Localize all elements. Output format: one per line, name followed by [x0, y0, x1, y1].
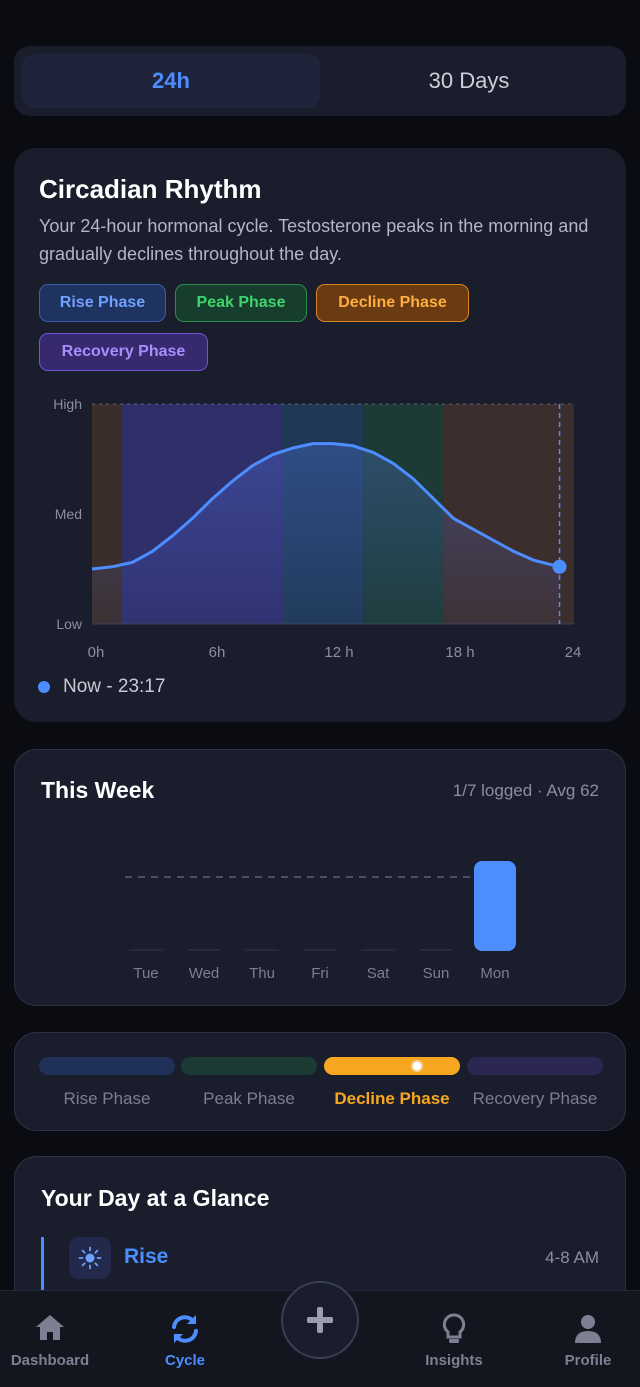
chip-peak-phase[interactable]: Peak Phase	[175, 284, 307, 322]
week-day-label: Tue	[133, 965, 158, 982]
circadian-chart: High Med Low 0h 6h 12 h 18 h 24	[53, 396, 582, 661]
week-bar	[361, 949, 395, 951]
phase-bar-peak	[181, 1057, 317, 1075]
tab-profile[interactable]: Profile	[533, 1312, 640, 1369]
week-bar	[187, 949, 221, 951]
glance-timeline-line	[41, 1237, 44, 1293]
tab-insights[interactable]: Insights	[399, 1312, 509, 1369]
week-day-label: Thu	[249, 965, 275, 982]
glance-item-time: 4-8 AM	[545, 1248, 599, 1267]
x-tick-label: 24	[565, 644, 582, 661]
x-tick-label: 0h	[88, 644, 105, 661]
now-point	[552, 559, 567, 574]
tab-24h[interactable]: 24h	[22, 54, 320, 108]
y-tick-label: High	[53, 396, 82, 412]
x-tick-label: 18 h	[445, 644, 474, 661]
x-tick-label: 12 h	[324, 644, 353, 661]
week-bar	[129, 949, 163, 951]
range-segmented-control: 24h 30 Days	[14, 46, 626, 116]
glance-item-title: Rise	[124, 1245, 169, 1268]
week-day-label: Mon	[480, 965, 509, 982]
phase-progress-card: Rise Phase Peak Phase Decline Phase Reco…	[14, 1032, 626, 1131]
tab-dashboard[interactable]: Dashboard	[0, 1312, 105, 1369]
rhythm-line	[91, 442, 560, 571]
week-bar-chart: Tue Wed Thu Fri Sat Sun Mon	[125, 861, 516, 982]
tab-cycle[interactable]: Cycle	[130, 1312, 240, 1369]
rhythm-area	[92, 443, 560, 624]
week-bar	[419, 949, 453, 951]
week-bar	[245, 949, 279, 951]
week-title: This Week	[41, 777, 155, 803]
tab-profile-label: Profile	[564, 1352, 612, 1369]
phase-bar-decline	[324, 1057, 460, 1075]
week-bar	[474, 861, 516, 951]
week-day-label: Sun	[423, 965, 450, 982]
x-tick-label: 6h	[209, 644, 226, 661]
phase-bar-recovery	[467, 1057, 603, 1075]
phase-label-decline: Decline Phase	[334, 1089, 450, 1108]
week-day-label: Sat	[367, 965, 390, 982]
week-day-label: Fri	[311, 965, 329, 982]
home-icon	[0, 1312, 105, 1352]
phase-label-rise: Rise Phase	[63, 1089, 151, 1108]
phase-label-peak: Peak Phase	[203, 1089, 295, 1108]
week-meta: 1/7 logged · Avg 62	[452, 781, 599, 800]
user-icon	[533, 1312, 640, 1352]
plus-icon	[307, 1307, 333, 1333]
week-bar	[303, 949, 337, 951]
now-dot	[38, 681, 50, 693]
chip-recovery-phase[interactable]: Recovery Phase	[39, 333, 208, 371]
tab-dashboard-label: Dashboard	[10, 1352, 90, 1369]
phase-bar-rise	[39, 1057, 175, 1075]
tab-insights-label: Insights	[425, 1352, 483, 1369]
chip-decline-phase[interactable]: Decline Phase	[316, 284, 469, 322]
chip-rise-phase[interactable]: Rise Phase	[39, 284, 166, 322]
lightbulb-icon	[399, 1312, 509, 1352]
now-label: Now - 23:17	[63, 676, 166, 697]
circadian-rhythm-card: Circadian Rhythm Your 24-hour hormonal c…	[14, 148, 626, 722]
phase-label-recovery: Recovery Phase	[472, 1089, 598, 1108]
current-phase-marker	[411, 1060, 423, 1072]
this-week-card: This Week 1/7 logged · Avg 62 Tue Wed Thu F…	[14, 749, 626, 1006]
add-log-button[interactable]	[281, 1281, 359, 1359]
tab-30-days[interactable]: 30 Days	[428, 68, 510, 93]
rhythm-description: Your 24-hour hormonal cycle. Testosteron…	[39, 216, 589, 264]
y-tick-label: Med	[55, 506, 82, 522]
tab-cycle-label: Cycle	[164, 1352, 206, 1369]
week-day-label: Wed	[189, 965, 220, 982]
glance-title: Your Day at a Glance	[41, 1185, 270, 1211]
now-indicator: Now - 23:17	[38, 676, 165, 698]
sun-icon	[69, 1237, 111, 1279]
y-tick-label: Low	[56, 616, 83, 632]
refresh-icon	[130, 1312, 240, 1352]
rhythm-title: Circadian Rhythm	[39, 174, 262, 204]
